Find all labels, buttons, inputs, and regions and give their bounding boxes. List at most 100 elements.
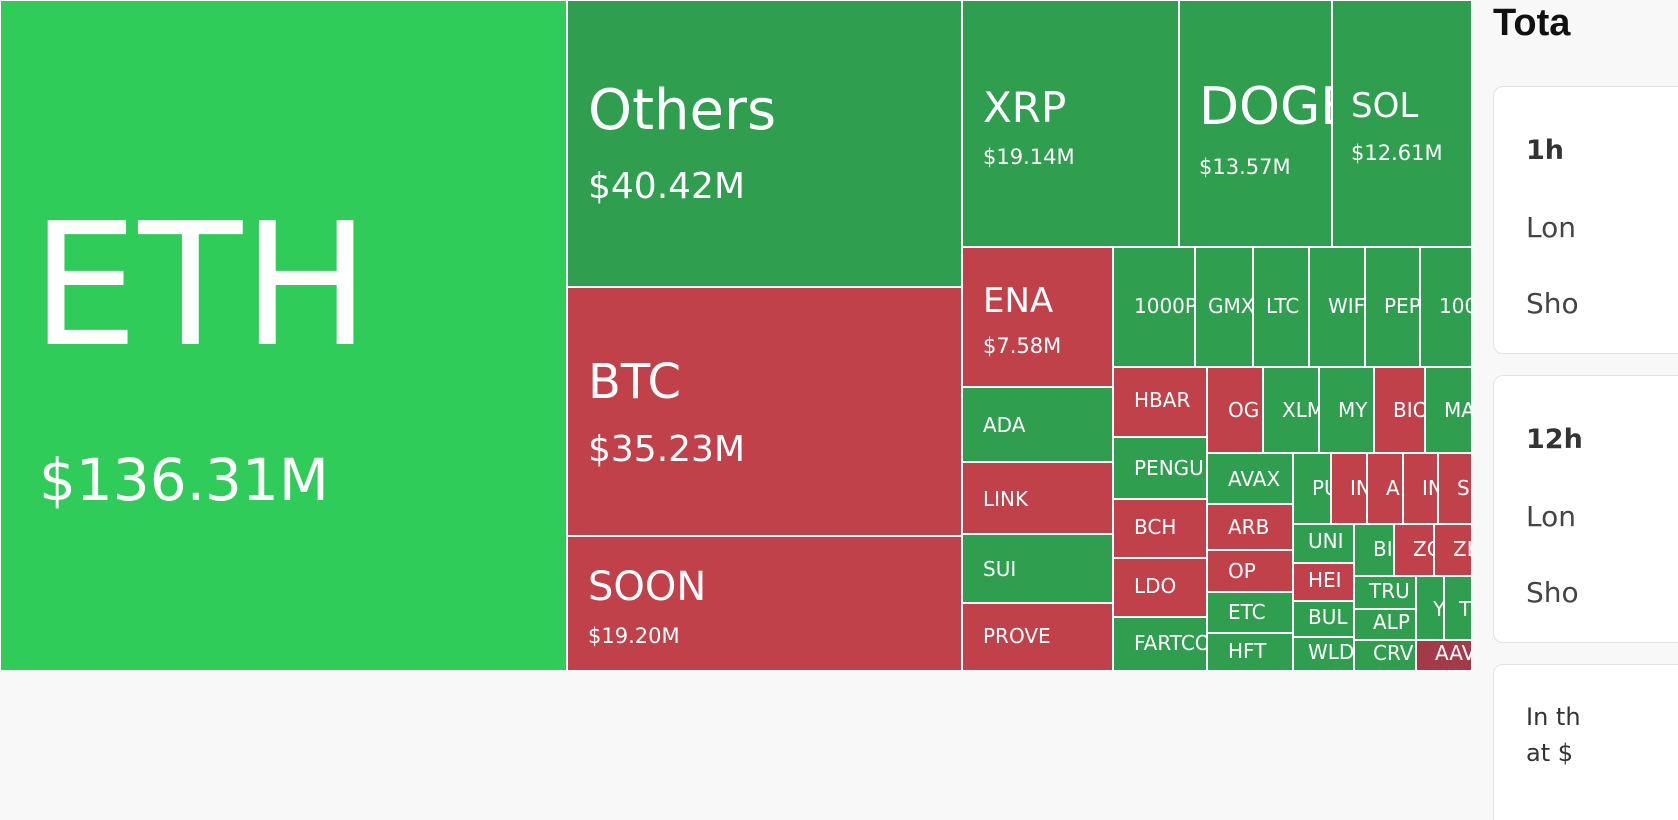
treemap-tile-wld[interactable]: WLD <box>1293 637 1354 671</box>
tile-symbol: HFT <box>1228 639 1267 663</box>
treemap-tile-ada[interactable]: ADA <box>962 387 1113 462</box>
tile-value: $19.14M <box>983 145 1075 169</box>
treemap-tile-bio[interactable]: BIO <box>1374 367 1425 453</box>
tile-symbol: ETH <box>31 187 371 385</box>
tile-symbol: HBAR <box>1134 388 1191 412</box>
long-label: Lon <box>1526 500 1576 533</box>
tile-value: $13.57M <box>1199 155 1291 179</box>
tile-symbol: FARTCO <box>1134 631 1207 655</box>
tile-symbol: TRU <box>1369 579 1410 603</box>
treemap-tile-bi[interactable]: BI <box>1354 524 1394 576</box>
treemap-tile-a[interactable]: A <box>1367 453 1403 524</box>
treemap-tile-ma[interactable]: MA <box>1425 367 1472 453</box>
liquidation-heatmap: ETH $136.31M Others $40.42M BTC $35.23M SOON $1… <box>0 0 1472 671</box>
tile-symbol: OG <box>1228 398 1260 422</box>
treemap-tile-bch[interactable]: BCH <box>1113 499 1207 558</box>
treemap-tile-others[interactable]: Others $40.42M <box>567 0 962 287</box>
treemap-tile-in1[interactable]: IN <box>1331 453 1367 524</box>
tile-symbol: LDO <box>1134 574 1177 598</box>
tile-symbol: BIO <box>1393 398 1425 422</box>
treemap-tile-my[interactable]: MY <box>1319 367 1374 453</box>
note-line: In th <box>1526 703 1581 731</box>
card-period: 1h <box>1526 135 1565 166</box>
tile-symbol: SOON <box>588 564 707 610</box>
tile-symbol: PENGU <box>1134 456 1204 480</box>
treemap-tile-fartco[interactable]: FARTCO <box>1113 617 1207 671</box>
treemap-tile-aav[interactable]: AAV <box>1416 640 1472 671</box>
treemap-tile-1000p[interactable]: 1000P <box>1113 247 1195 367</box>
tile-symbol: 1000P <box>1134 294 1195 318</box>
treemap-tile-in2[interactable]: IN <box>1403 453 1438 524</box>
treemap-tile-crv[interactable]: CRV <box>1354 640 1416 671</box>
tile-symbol: PU <box>1312 476 1330 500</box>
treemap-tile-hft[interactable]: HFT <box>1207 633 1293 671</box>
tile-symbol: BI <box>1373 537 1393 561</box>
treemap-tile-eth[interactable]: ETH $136.31M <box>0 0 567 671</box>
tile-symbol: Others <box>588 78 777 143</box>
treemap-tile-s[interactable]: S <box>1438 453 1472 524</box>
treemap-tile-100[interactable]: 100 <box>1420 247 1472 367</box>
treemap-tile-wif[interactable]: WIF <box>1309 247 1365 367</box>
tile-symbol: WLD <box>1308 640 1354 664</box>
tile-symbol: MA <box>1444 398 1472 422</box>
treemap-tile-avax[interactable]: AVAX <box>1207 453 1293 504</box>
treemap-tile-prove[interactable]: PROVE <box>962 603 1113 671</box>
tile-symbol: A <box>1386 476 1400 500</box>
treemap-tile-tru[interactable]: TRU <box>1354 576 1416 609</box>
treemap-tile-doge[interactable]: DOGE $13.57M <box>1179 0 1332 247</box>
treemap-tile-ena[interactable]: ENA $7.58M <box>962 247 1113 387</box>
tile-symbol: IN <box>1422 476 1437 500</box>
treemap-tile-pu[interactable]: PU <box>1293 453 1331 524</box>
treemap-tile-bul[interactable]: BUL <box>1293 601 1354 637</box>
treemap-tile-hbar[interactable]: HBAR <box>1113 367 1207 437</box>
tile-symbol: T <box>1459 597 1472 621</box>
treemap-tile-sol[interactable]: SOL $12.61M <box>1332 0 1472 247</box>
treemap-tile-pengu[interactable]: PENGU <box>1113 437 1207 499</box>
treemap-tile-op[interactable]: OP <box>1207 550 1293 592</box>
tile-symbol: ZK <box>1453 537 1471 561</box>
treemap-tile-t[interactable]: T <box>1444 576 1472 640</box>
treemap-tile-zc[interactable]: ZC <box>1394 524 1434 576</box>
tile-symbol: GMX <box>1208 294 1253 318</box>
treemap-tile-y[interactable]: Y <box>1416 576 1444 640</box>
card-period: 12h <box>1526 424 1583 455</box>
tile-symbol: Y <box>1433 597 1444 621</box>
treemap-tile-link[interactable]: LINK <box>962 462 1113 534</box>
tile-symbol: AAV <box>1435 641 1472 665</box>
treemap-tile-sui[interactable]: SUI <box>962 534 1113 603</box>
treemap-tile-arb[interactable]: ARB <box>1207 504 1293 550</box>
tile-value: $7.58M <box>983 334 1062 358</box>
tile-symbol: PROVE <box>983 624 1051 648</box>
tile-symbol: ADA <box>983 413 1026 437</box>
tile-symbol: DOGE <box>1199 77 1331 137</box>
treemap-tile-ltc[interactable]: LTC <box>1253 247 1309 367</box>
short-label: Sho <box>1526 287 1579 320</box>
treemap-tile-xlm[interactable]: XLM <box>1263 367 1319 453</box>
treemap-tile-uni[interactable]: UNI <box>1293 524 1354 563</box>
card-12h: 12h Lon Sho <box>1493 375 1678 643</box>
tile-symbol: CRV <box>1373 641 1414 665</box>
treemap-tile-zk[interactable]: ZK <box>1434 524 1472 576</box>
long-label: Lon <box>1526 211 1576 244</box>
treemap-tile-etc[interactable]: ETC <box>1207 592 1293 633</box>
treemap-tile-og[interactable]: OG <box>1207 367 1263 453</box>
tile-symbol: MY <box>1338 398 1368 422</box>
treemap-tile-pep[interactable]: PEP <box>1365 247 1420 367</box>
treemap-tile-xrp[interactable]: XRP $19.14M <box>962 0 1179 247</box>
tile-symbol: OP <box>1228 559 1256 583</box>
tile-symbol: WIF <box>1328 294 1365 318</box>
treemap-tile-soon[interactable]: SOON $19.20M <box>567 536 962 671</box>
tile-symbol: SOL <box>1351 86 1419 126</box>
tile-symbol: HEI <box>1308 568 1342 592</box>
tile-symbol: ARB <box>1228 515 1270 539</box>
treemap-tile-alp[interactable]: ALP <box>1354 609 1416 640</box>
tile-symbol: ENA <box>983 281 1054 321</box>
tile-value: $19.20M <box>588 624 680 648</box>
treemap-tile-ldo[interactable]: LDO <box>1113 558 1207 617</box>
tile-symbol: UNI <box>1308 529 1344 553</box>
treemap-tile-hei[interactable]: HEI <box>1293 563 1354 601</box>
tile-symbol: ETC <box>1228 600 1266 624</box>
tile-value: $40.42M <box>588 166 746 207</box>
treemap-tile-btc[interactable]: BTC $35.23M <box>567 287 962 536</box>
treemap-tile-gmx[interactable]: GMX <box>1195 247 1253 367</box>
